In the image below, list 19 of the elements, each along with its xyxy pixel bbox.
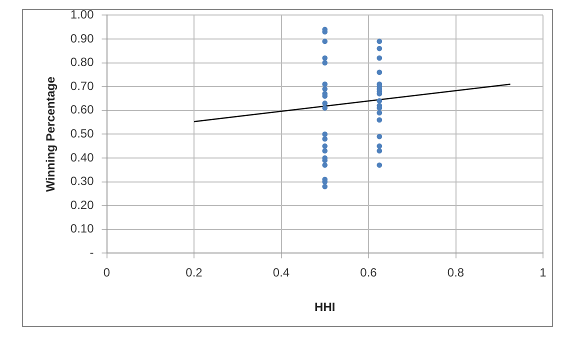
y-tick-label: 0.20 bbox=[70, 198, 94, 212]
x-tick-label: 0.4 bbox=[272, 266, 290, 280]
x-tick-label: 0.8 bbox=[447, 266, 464, 280]
y-tick-label: 1.00 bbox=[70, 8, 94, 22]
y-tick-label: 0.10 bbox=[70, 222, 94, 236]
y-tick-label: 0.40 bbox=[70, 150, 94, 164]
y-tick-label: 0.60 bbox=[70, 102, 94, 117]
x-tick-label: 0.2 bbox=[186, 266, 203, 280]
x-tick-label: 1 bbox=[540, 266, 547, 280]
x-tick-label: 0 bbox=[103, 266, 110, 280]
y-tick-label: 0.30 bbox=[70, 174, 94, 188]
y-tick-label: - bbox=[90, 246, 94, 260]
y-axis-title: Winning Percentage bbox=[44, 76, 58, 192]
y-tick-label: 0.90 bbox=[70, 31, 94, 46]
x-axis-title: HHI bbox=[314, 300, 336, 314]
y-tick-label: 0.80 bbox=[70, 55, 94, 70]
y-tick-label: 0.50 bbox=[70, 126, 94, 141]
y-tick-label: 0.70 bbox=[70, 78, 94, 93]
x-tick-label: 0.6 bbox=[360, 266, 378, 280]
